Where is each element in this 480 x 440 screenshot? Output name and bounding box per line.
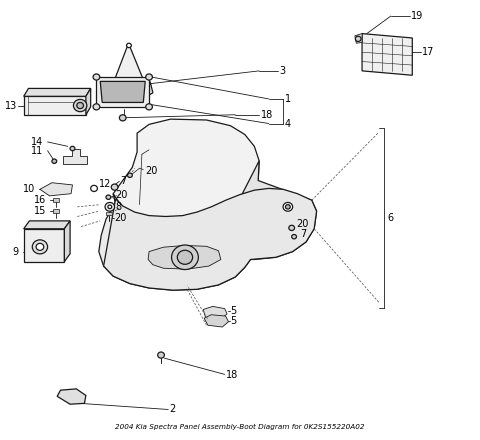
Polygon shape <box>106 212 112 215</box>
Circle shape <box>171 245 198 270</box>
Polygon shape <box>147 83 153 95</box>
Text: 8: 8 <box>116 202 122 212</box>
Polygon shape <box>64 221 70 262</box>
Polygon shape <box>148 246 221 269</box>
Text: 10: 10 <box>23 184 35 194</box>
Polygon shape <box>105 83 112 95</box>
Circle shape <box>77 103 84 109</box>
Circle shape <box>146 104 153 110</box>
Circle shape <box>52 159 57 163</box>
Circle shape <box>128 173 132 177</box>
Text: 7: 7 <box>120 176 127 186</box>
Polygon shape <box>53 198 59 202</box>
Text: 2: 2 <box>169 404 175 414</box>
Polygon shape <box>57 389 86 404</box>
Polygon shape <box>96 77 149 107</box>
Text: 2004 Kia Spectra Panel Assembly-Boot Diagram for 0K2S155220A02: 2004 Kia Spectra Panel Assembly-Boot Dia… <box>115 424 365 429</box>
Polygon shape <box>40 183 72 196</box>
Text: 5: 5 <box>230 316 237 326</box>
Text: 20: 20 <box>115 213 127 223</box>
Circle shape <box>157 352 164 358</box>
Circle shape <box>70 147 75 150</box>
Text: 6: 6 <box>387 213 394 223</box>
Circle shape <box>127 43 132 48</box>
Text: 15: 15 <box>34 206 46 216</box>
Text: 17: 17 <box>422 47 434 57</box>
Text: 18: 18 <box>226 370 238 380</box>
Circle shape <box>36 243 44 250</box>
Text: 20: 20 <box>116 190 128 200</box>
Text: 18: 18 <box>261 110 273 120</box>
Text: 9: 9 <box>13 247 19 257</box>
Circle shape <box>292 235 297 239</box>
Polygon shape <box>24 229 64 262</box>
Text: 5: 5 <box>230 306 237 316</box>
Text: 4: 4 <box>285 118 290 128</box>
Circle shape <box>146 74 153 80</box>
Text: 12: 12 <box>99 179 111 189</box>
Polygon shape <box>24 88 91 96</box>
Circle shape <box>73 99 87 112</box>
Text: 13: 13 <box>5 100 17 110</box>
Text: 20: 20 <box>297 220 309 229</box>
Polygon shape <box>24 221 70 229</box>
Polygon shape <box>99 194 254 290</box>
Circle shape <box>283 202 293 211</box>
Circle shape <box>108 205 112 209</box>
Circle shape <box>355 36 361 41</box>
Polygon shape <box>113 119 259 221</box>
Polygon shape <box>86 88 91 115</box>
Polygon shape <box>104 188 317 290</box>
Polygon shape <box>355 33 362 43</box>
Circle shape <box>91 185 97 191</box>
Circle shape <box>286 205 290 209</box>
Text: 16: 16 <box>34 195 46 205</box>
Text: 11: 11 <box>31 146 43 156</box>
Polygon shape <box>203 306 227 319</box>
Circle shape <box>177 250 192 264</box>
Polygon shape <box>115 44 144 80</box>
Text: 7: 7 <box>300 229 306 239</box>
Polygon shape <box>63 149 87 164</box>
Polygon shape <box>235 161 317 260</box>
Circle shape <box>93 74 100 80</box>
Circle shape <box>289 225 295 231</box>
Polygon shape <box>110 83 147 88</box>
Text: 3: 3 <box>280 66 286 76</box>
Circle shape <box>93 104 100 110</box>
Polygon shape <box>24 96 86 115</box>
Polygon shape <box>362 33 412 75</box>
Circle shape <box>105 202 115 211</box>
Polygon shape <box>204 315 228 327</box>
Text: 19: 19 <box>411 11 423 21</box>
Text: 20: 20 <box>145 166 157 176</box>
Circle shape <box>106 195 111 199</box>
Polygon shape <box>53 209 59 213</box>
Circle shape <box>111 184 118 190</box>
Circle shape <box>120 115 126 121</box>
Polygon shape <box>100 81 145 103</box>
Text: 14: 14 <box>31 137 43 147</box>
Circle shape <box>32 240 48 254</box>
Polygon shape <box>106 80 151 83</box>
Text: 1: 1 <box>285 94 290 104</box>
